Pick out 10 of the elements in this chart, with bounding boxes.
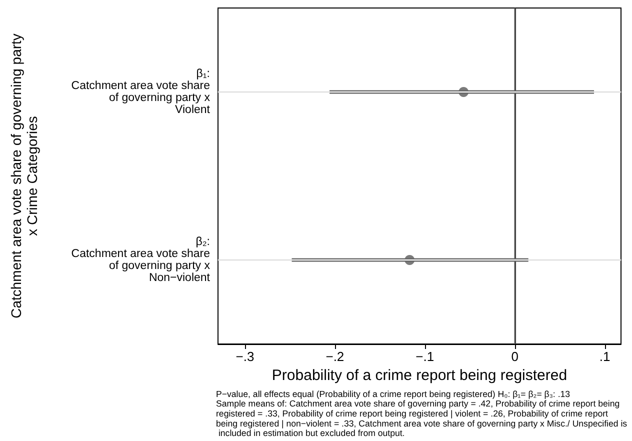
x-tick-label: −.2 bbox=[326, 349, 344, 364]
x-tick-label: −.1 bbox=[416, 349, 434, 364]
x-tick-label: .1 bbox=[599, 349, 610, 364]
x-tick-label: 0 bbox=[511, 349, 518, 364]
x-axis-title: Probability of a crime report being registered bbox=[272, 366, 568, 384]
text: P−value, all effects equal (Probability of a crime report being registered) H₀: β₁= β₂= β₃: .13 Sample means of: Catchment area vote share of governing party = .42, Probability of crime report being registered = .33, Probability of crime report being registered | violent = .26, Probability of crime report being registered | non−violent = .33, Catchment area vote share of governing party x Misc./ Unspecified is included in estimation but excluded from output. bbox=[216, 388, 628, 438]
y-axis-title: Catchment area vote share of governing party x Crime Categories bbox=[8, 34, 40, 318]
x-tick-label: −.3 bbox=[236, 349, 254, 364]
y-tick-label: β₁: Catchment area vote share of governing party x Violent bbox=[71, 68, 211, 116]
y-tick-label: β₂: Catchment area vote share of governing party x Non−violent bbox=[71, 236, 211, 284]
